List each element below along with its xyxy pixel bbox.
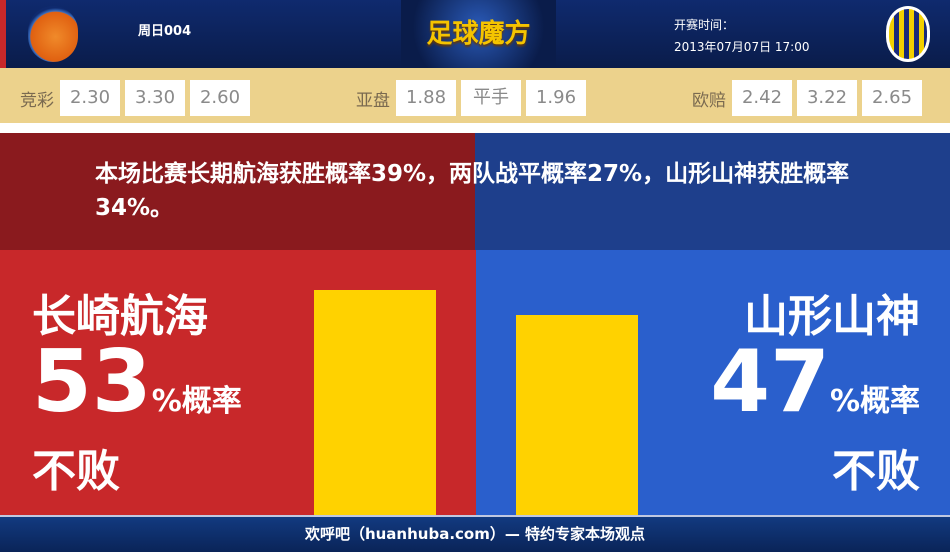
away-percent-value: 47 xyxy=(710,332,830,432)
away-percent: 47%概率 xyxy=(710,332,920,452)
footer: 欢呼吧（huanhuba.com）— 特约专家本场观点 xyxy=(0,515,950,552)
odds-label: 欧赔 xyxy=(692,90,726,111)
odds-label: 亚盘 xyxy=(356,90,390,111)
kickoff-label: 开赛时间： xyxy=(674,18,735,32)
odds-value: 2.30 xyxy=(60,80,120,116)
kickoff-time: 2013年07月07日 17:00 xyxy=(674,40,810,54)
odds-asian: 亚盘 1.88 平手 1.96 xyxy=(356,80,591,116)
odds-jingcai: 竞彩 2.30 3.30 2.60 xyxy=(20,80,255,116)
odds-european: 欧赔 2.42 3.22 2.65 xyxy=(692,80,927,116)
home-team-logo xyxy=(28,6,78,62)
odds-value: 3.22 xyxy=(797,80,857,116)
summary-banner: 本场比赛长期航海获胜概率39%，两队战平概率27%，山形山神获胜概率34%。 xyxy=(0,133,950,250)
odds-value: 1.96 xyxy=(526,80,586,116)
odds-value: 2.65 xyxy=(862,80,922,116)
header: 周日004 足球魔方 开赛时间： 2013年07月07日 17:00 xyxy=(0,0,950,68)
odds-value: 3.30 xyxy=(125,80,185,116)
odds-value: 平手 xyxy=(461,80,521,116)
home-panel: 长崎航海 53%概率 不败 xyxy=(0,250,476,515)
odds-bar: 竞彩 2.30 3.30 2.60 亚盘 1.88 平手 1.96 欧赔 2.4… xyxy=(0,68,950,128)
home-team-name: 长崎航海 xyxy=(32,291,208,342)
away-panel: 山形山神 47%概率 不败 xyxy=(476,250,950,515)
home-result: 不败 xyxy=(32,446,120,497)
odds-value: 1.88 xyxy=(396,80,456,116)
summary-text: 本场比赛长期航海获胜概率39%，两队战平概率27%，山形山神获胜概率34%。 xyxy=(95,161,850,221)
odds-label: 竞彩 xyxy=(20,90,54,111)
home-percent-value: 53 xyxy=(32,332,152,432)
away-percent-unit: %概率 xyxy=(829,384,920,419)
home-percent-unit: %概率 xyxy=(151,384,242,419)
odds-value: 2.42 xyxy=(732,80,792,116)
match-number: 周日004 xyxy=(138,24,192,39)
home-percent: 53%概率 xyxy=(32,332,242,452)
home-probability-bar xyxy=(314,290,436,515)
away-team-logo xyxy=(886,6,930,62)
brand-logo: 足球魔方 xyxy=(401,0,556,68)
away-probability-bar xyxy=(516,315,638,515)
away-result: 不败 xyxy=(832,446,920,497)
away-team-name: 山形山神 xyxy=(744,291,920,342)
odds-value: 2.60 xyxy=(190,80,250,116)
